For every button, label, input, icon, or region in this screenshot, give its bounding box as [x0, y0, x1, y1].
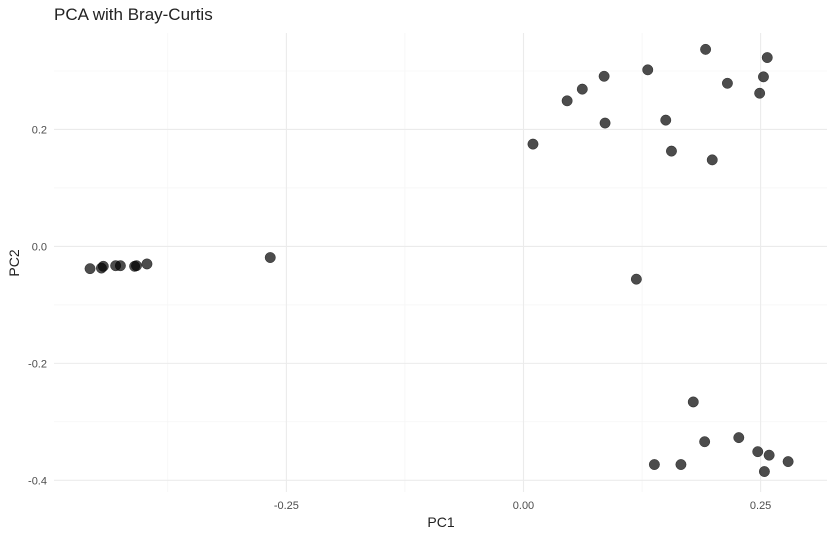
x-tick-label: 0.00	[513, 500, 534, 512]
data-point	[700, 43, 712, 55]
data-point	[675, 459, 687, 470]
y-tick-label: -0.4	[28, 475, 47, 487]
data-point	[754, 87, 766, 99]
data-point	[782, 456, 794, 468]
data-point	[687, 396, 699, 408]
x-axis-label: PC1	[427, 514, 454, 530]
data-point	[84, 263, 96, 275]
data-point	[761, 52, 773, 64]
y-tick-label: 0.2	[32, 124, 47, 136]
axis-ticks: -0.25 0.00 0.25 -0.4 -0.2 0.0 0.2	[28, 124, 771, 512]
data-point	[630, 273, 642, 285]
y-axis-label: PC2	[6, 249, 22, 276]
y-tick-label: -0.2	[28, 358, 47, 370]
data-point	[706, 154, 718, 166]
data-point	[699, 436, 711, 448]
data-point	[114, 260, 126, 272]
chart-title: PCA with Bray-Curtis	[54, 5, 213, 24]
data-point	[576, 83, 588, 95]
data-points	[84, 43, 794, 477]
data-point	[97, 260, 109, 272]
data-point	[660, 114, 672, 126]
data-point	[763, 449, 775, 461]
data-point	[561, 95, 573, 107]
data-point	[527, 138, 539, 150]
data-point	[648, 459, 660, 470]
data-point	[131, 260, 142, 272]
data-point	[758, 466, 770, 477]
data-point	[752, 446, 764, 458]
data-point	[141, 258, 153, 270]
data-point	[758, 71, 769, 83]
data-point	[598, 70, 610, 82]
data-point	[642, 64, 654, 76]
data-point	[599, 117, 611, 129]
data-point	[666, 145, 677, 157]
x-tick-label: -0.25	[274, 500, 299, 512]
data-point	[721, 77, 733, 89]
data-point	[264, 252, 276, 263]
grid-lines	[54, 33, 827, 492]
y-tick-label: 0.0	[32, 241, 47, 253]
x-tick-label: 0.25	[750, 500, 771, 512]
data-point	[733, 432, 745, 444]
